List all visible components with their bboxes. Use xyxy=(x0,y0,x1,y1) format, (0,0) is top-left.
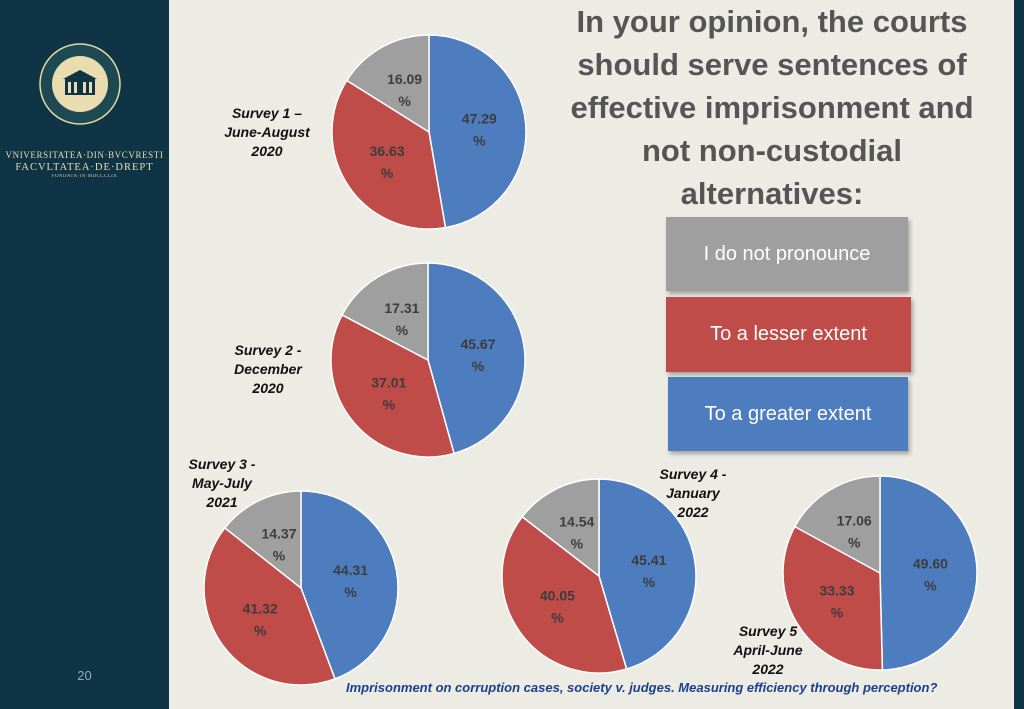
faculty-seal-logo xyxy=(39,43,121,125)
survey-5-label: Survey 5 April-June 2022 xyxy=(718,622,818,679)
pie-3-slice-lesser xyxy=(203,526,336,686)
pie-1-label-none: 16.09% xyxy=(387,71,422,109)
university-name: VNIVERSITATEA·DIN·BVCVRESTI xyxy=(5,150,164,160)
pie-2-slice-none xyxy=(341,262,429,362)
survey-4-label-line: January xyxy=(666,485,720,501)
pie-4-label-greater: 45.41% xyxy=(631,552,666,590)
survey-4-label: Survey 4 - January 2022 xyxy=(641,465,745,522)
pie-5-slice-lesser xyxy=(782,525,884,671)
pie-3-slice-greater xyxy=(300,490,399,680)
survey-2-label-line: Survey 2 - xyxy=(234,342,302,358)
survey-5-label-line: Survey 5 xyxy=(738,623,798,639)
pie-5-label-lesser: 33.33% xyxy=(819,582,854,620)
legend-lesser-extent: To a lesser extent xyxy=(666,297,911,372)
pie-4-label-none: 14.54% xyxy=(559,514,594,552)
survey-2-label-line: 2020 xyxy=(252,380,284,396)
pie-2-label-lesser: 37.01% xyxy=(371,375,406,413)
pie-5-label-greater: 49.60% xyxy=(913,555,948,593)
survey-3-label-line: 2021 xyxy=(206,494,238,510)
sidebar: VNIVERSITATEA·DIN·BVCVRESTI FACVLTATEA·D… xyxy=(0,0,169,709)
pie-5-slice-none xyxy=(793,475,881,575)
pie-4-slice-none xyxy=(521,478,600,578)
footer-caption: Imprisonment on corruption cases, societ… xyxy=(346,680,938,695)
pie-1-slice-lesser xyxy=(331,79,447,230)
survey-4-label-line: Survey 4 - xyxy=(659,466,727,482)
survey-2-label: Survey 2 - December 2020 xyxy=(213,341,323,398)
survey-4-label-line: 2022 xyxy=(677,504,709,520)
pie-2-slice-greater xyxy=(427,262,526,455)
slide-title: In your opinion, the courts should serve… xyxy=(570,4,974,211)
survey-3-label-line: May-July xyxy=(192,475,252,491)
pie-3-label-lesser: 41.32% xyxy=(243,601,278,639)
survey-1-label-line: June-August xyxy=(224,124,310,140)
faculty-name: FACVLTATEA·DE·DREPT xyxy=(15,162,154,173)
pie-1-label-lesser: 36.63% xyxy=(370,143,405,181)
pie-2-label-none: 17.31% xyxy=(384,300,419,338)
survey-3-label-line: Survey 3 - xyxy=(188,456,256,472)
legend-greater-extent: To a greater extent xyxy=(668,377,908,451)
survey-5-label-line: April-June xyxy=(733,642,803,658)
pie-3-label-none: 14.37% xyxy=(261,526,296,564)
pie-1-slice-greater xyxy=(428,34,527,229)
pie-2-label-greater: 45.67% xyxy=(460,336,495,374)
pie-3-slice-none xyxy=(223,490,302,590)
pie-5-slice-greater xyxy=(879,475,978,671)
pie-5-label-none: 17.06% xyxy=(837,513,872,551)
pie-3-label-greater: 44.31% xyxy=(333,562,368,600)
right-border-strip xyxy=(1014,0,1024,709)
pie-1-label-greater: 47.29% xyxy=(462,111,497,149)
pie-4-slice-lesser xyxy=(501,515,628,674)
pie-4-slice-greater xyxy=(598,478,697,670)
survey-2-label-line: December xyxy=(234,361,302,377)
page-number: 20 xyxy=(77,668,92,683)
founded-year: FONDATA·IN·MDCCCLIX xyxy=(51,174,118,179)
pie-2-slice-lesser xyxy=(330,313,455,458)
survey-3-label: Survey 3 - May-July 2021 xyxy=(170,455,274,512)
survey-1-label: Survey 1 – June-August 2020 xyxy=(212,104,322,161)
survey-1-label-line: 2020 xyxy=(251,143,283,159)
survey-1-label-line: Survey 1 – xyxy=(231,105,303,121)
survey-5-label-line: 2022 xyxy=(752,661,784,677)
pie-4-label-lesser: 40.05% xyxy=(540,588,575,626)
pie-1-slice-none xyxy=(345,34,430,134)
legend-do-not-pronounce: I do not pronounce xyxy=(666,217,908,291)
